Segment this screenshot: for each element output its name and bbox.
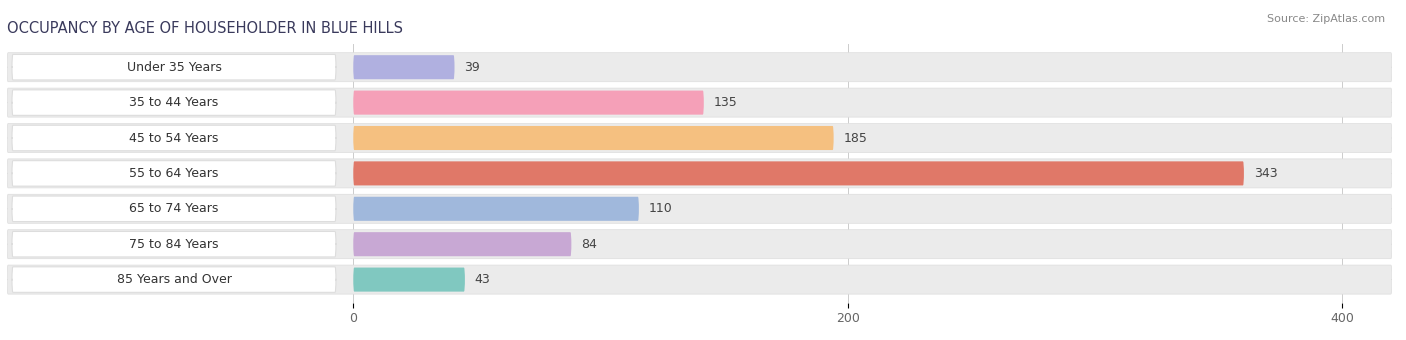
Text: 135: 135	[714, 96, 738, 109]
FancyBboxPatch shape	[13, 125, 336, 151]
FancyBboxPatch shape	[7, 53, 1392, 82]
Text: 110: 110	[648, 202, 672, 215]
FancyBboxPatch shape	[353, 268, 465, 292]
FancyBboxPatch shape	[7, 230, 1392, 259]
Text: 43: 43	[475, 273, 491, 286]
FancyBboxPatch shape	[13, 54, 336, 80]
FancyBboxPatch shape	[353, 90, 704, 115]
Text: 343: 343	[1254, 167, 1278, 180]
Text: 39: 39	[464, 61, 481, 74]
FancyBboxPatch shape	[13, 161, 336, 186]
FancyBboxPatch shape	[353, 126, 834, 150]
FancyBboxPatch shape	[353, 162, 1244, 185]
FancyBboxPatch shape	[353, 55, 454, 79]
FancyBboxPatch shape	[7, 159, 1392, 188]
FancyBboxPatch shape	[7, 194, 1392, 223]
Text: 75 to 84 Years: 75 to 84 Years	[129, 238, 219, 251]
FancyBboxPatch shape	[7, 265, 1392, 294]
FancyBboxPatch shape	[353, 197, 638, 221]
Text: 55 to 64 Years: 55 to 64 Years	[129, 167, 219, 180]
FancyBboxPatch shape	[13, 90, 336, 115]
Text: 45 to 54 Years: 45 to 54 Years	[129, 132, 219, 144]
Text: OCCUPANCY BY AGE OF HOUSEHOLDER IN BLUE HILLS: OCCUPANCY BY AGE OF HOUSEHOLDER IN BLUE …	[7, 21, 404, 36]
Text: 35 to 44 Years: 35 to 44 Years	[129, 96, 218, 109]
FancyBboxPatch shape	[13, 196, 336, 222]
FancyBboxPatch shape	[7, 88, 1392, 117]
FancyBboxPatch shape	[13, 267, 336, 292]
Text: 85 Years and Over: 85 Years and Over	[117, 273, 232, 286]
Text: 84: 84	[581, 238, 598, 251]
Text: 65 to 74 Years: 65 to 74 Years	[129, 202, 219, 215]
FancyBboxPatch shape	[353, 232, 571, 256]
Text: 185: 185	[844, 132, 868, 144]
Text: Source: ZipAtlas.com: Source: ZipAtlas.com	[1267, 14, 1385, 23]
Text: Under 35 Years: Under 35 Years	[127, 61, 221, 74]
FancyBboxPatch shape	[7, 123, 1392, 153]
FancyBboxPatch shape	[13, 232, 336, 257]
